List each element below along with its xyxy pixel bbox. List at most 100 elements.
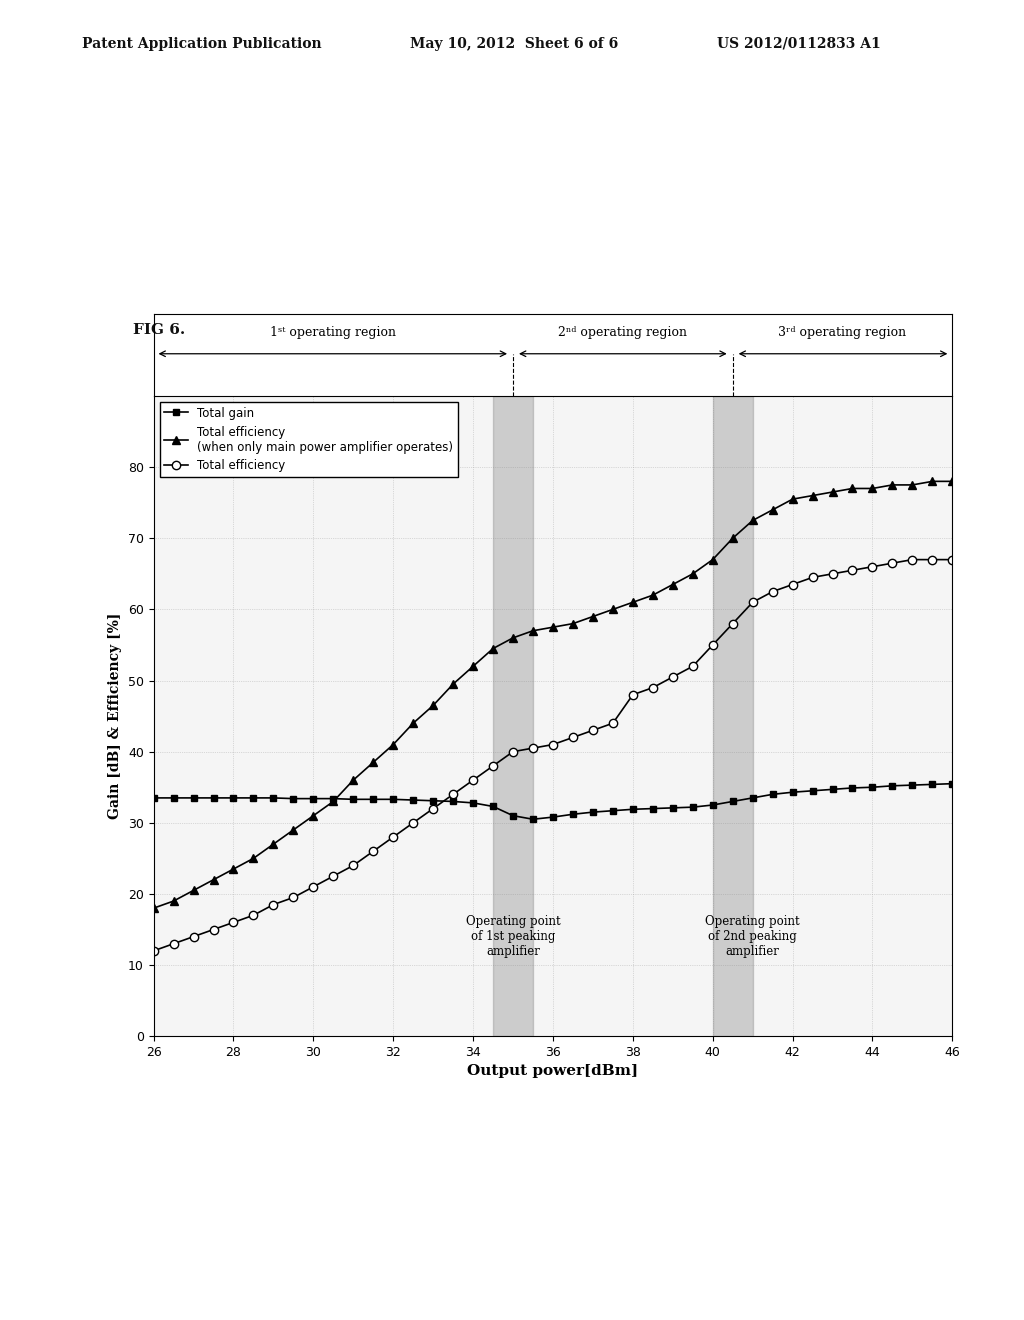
Total efficiency — [587, 722, 599, 738]
Total gain — [727, 793, 739, 809]
Total efficiency — [567, 730, 580, 746]
Total efficiency — [447, 787, 460, 803]
Total gain — [187, 789, 200, 805]
Total efficiency — [647, 680, 659, 696]
Total efficiency — [687, 659, 699, 675]
Total efficiency — [427, 801, 439, 817]
Total efficiency
(when only main power amplifier operates) — [527, 623, 540, 639]
Total efficiency — [927, 552, 939, 568]
Total efficiency — [627, 686, 639, 702]
Total gain — [147, 789, 160, 805]
Total gain — [347, 792, 359, 808]
Total efficiency — [227, 915, 240, 931]
Total efficiency — [267, 896, 280, 912]
Total gain — [408, 792, 420, 808]
Total gain — [387, 792, 399, 808]
Text: US 2012/0112833 A1: US 2012/0112833 A1 — [717, 37, 881, 51]
Total efficiency
(when only main power amplifier operates) — [727, 531, 739, 546]
Total efficiency
(when only main power amplifier operates) — [427, 697, 439, 713]
Total efficiency
(when only main power amplifier operates) — [687, 566, 699, 582]
Total efficiency — [767, 583, 779, 599]
Total efficiency
(when only main power amplifier operates) — [927, 474, 939, 490]
Total gain — [687, 799, 699, 814]
Total efficiency — [786, 577, 799, 593]
Total efficiency
(when only main power amplifier operates) — [208, 871, 220, 887]
Total efficiency
(when only main power amplifier operates) — [567, 615, 580, 631]
Total efficiency — [408, 814, 420, 830]
Bar — [494, 396, 534, 1036]
Text: Operating point
of 1st peaking
amplifier: Operating point of 1st peaking amplifier — [466, 915, 560, 958]
Total efficiency
(when only main power amplifier operates) — [647, 587, 659, 603]
Total gain — [647, 801, 659, 817]
Total gain — [887, 777, 899, 793]
Total efficiency
(when only main power amplifier operates) — [328, 793, 340, 809]
Total gain — [248, 789, 260, 805]
Total efficiency — [347, 858, 359, 874]
Total efficiency — [168, 936, 180, 952]
Total efficiency
(when only main power amplifier operates) — [487, 640, 500, 656]
Text: Operating point
of 2nd peaking
amplifier: Operating point of 2nd peaking amplifier — [706, 915, 800, 958]
Total efficiency
(when only main power amplifier operates) — [767, 502, 779, 517]
Total efficiency
(when only main power amplifier operates) — [786, 491, 799, 507]
Total efficiency
(when only main power amplifier operates) — [187, 883, 200, 899]
Total gain — [786, 784, 799, 800]
Total efficiency
(when only main power amplifier operates) — [866, 480, 879, 496]
Total gain — [767, 787, 779, 803]
Total efficiency
(when only main power amplifier operates) — [807, 487, 819, 503]
Total efficiency — [187, 929, 200, 945]
Total efficiency — [746, 594, 759, 610]
Total efficiency
(when only main power amplifier operates) — [507, 630, 519, 645]
Total efficiency — [288, 890, 300, 906]
Total gain — [168, 789, 180, 805]
Total efficiency
(when only main power amplifier operates) — [408, 715, 420, 731]
Total efficiency — [866, 558, 879, 574]
Total efficiency — [368, 843, 380, 859]
Total gain — [826, 781, 839, 797]
Total gain — [866, 779, 879, 795]
Line: Total efficiency
(when only main power amplifier operates): Total efficiency (when only main power a… — [150, 478, 956, 912]
Total efficiency
(when only main power amplifier operates) — [847, 480, 859, 496]
Total gain — [567, 807, 580, 822]
Line: Total gain: Total gain — [151, 780, 955, 822]
Text: May 10, 2012  Sheet 6 of 6: May 10, 2012 Sheet 6 of 6 — [410, 37, 617, 51]
Total efficiency — [328, 869, 340, 884]
Total gain — [227, 789, 240, 805]
Text: 2ⁿᵈ operating region: 2ⁿᵈ operating region — [558, 326, 687, 339]
Total gain — [587, 804, 599, 820]
Total gain — [307, 791, 319, 807]
Total efficiency — [387, 829, 399, 845]
Text: Patent Application Publication: Patent Application Publication — [82, 37, 322, 51]
Total gain — [627, 801, 639, 817]
Total efficiency
(when only main power amplifier operates) — [587, 609, 599, 624]
Bar — [713, 396, 753, 1036]
Total efficiency — [667, 669, 679, 685]
Total gain — [288, 791, 300, 807]
Total gain — [906, 777, 919, 793]
Total gain — [267, 789, 280, 805]
Total gain — [487, 799, 500, 814]
Total efficiency — [727, 615, 739, 631]
Total efficiency — [547, 737, 559, 752]
Total efficiency
(when only main power amplifier operates) — [946, 474, 958, 490]
Total gain — [427, 793, 439, 809]
Y-axis label: Gain [dB] & Efficiency [%]: Gain [dB] & Efficiency [%] — [109, 612, 122, 820]
Total efficiency — [826, 566, 839, 582]
Total efficiency — [248, 907, 260, 923]
Total gain — [667, 800, 679, 816]
Total efficiency
(when only main power amplifier operates) — [347, 772, 359, 788]
Total efficiency
(when only main power amplifier operates) — [707, 552, 719, 568]
Total efficiency — [507, 743, 519, 759]
Total gain — [707, 797, 719, 813]
Total efficiency — [467, 772, 479, 788]
Legend: Total gain, Total efficiency
(when only main power amplifier operates), Total ef: Total gain, Total efficiency (when only … — [160, 401, 458, 477]
Total efficiency
(when only main power amplifier operates) — [627, 594, 639, 610]
Total efficiency
(when only main power amplifier operates) — [547, 619, 559, 635]
Total efficiency
(when only main power amplifier operates) — [906, 477, 919, 492]
Total gain — [607, 803, 620, 818]
Total efficiency — [847, 562, 859, 578]
Total gain — [447, 793, 460, 809]
Total efficiency — [807, 569, 819, 585]
Total efficiency — [208, 921, 220, 937]
Total efficiency — [887, 556, 899, 572]
Total efficiency
(when only main power amplifier operates) — [147, 900, 160, 916]
